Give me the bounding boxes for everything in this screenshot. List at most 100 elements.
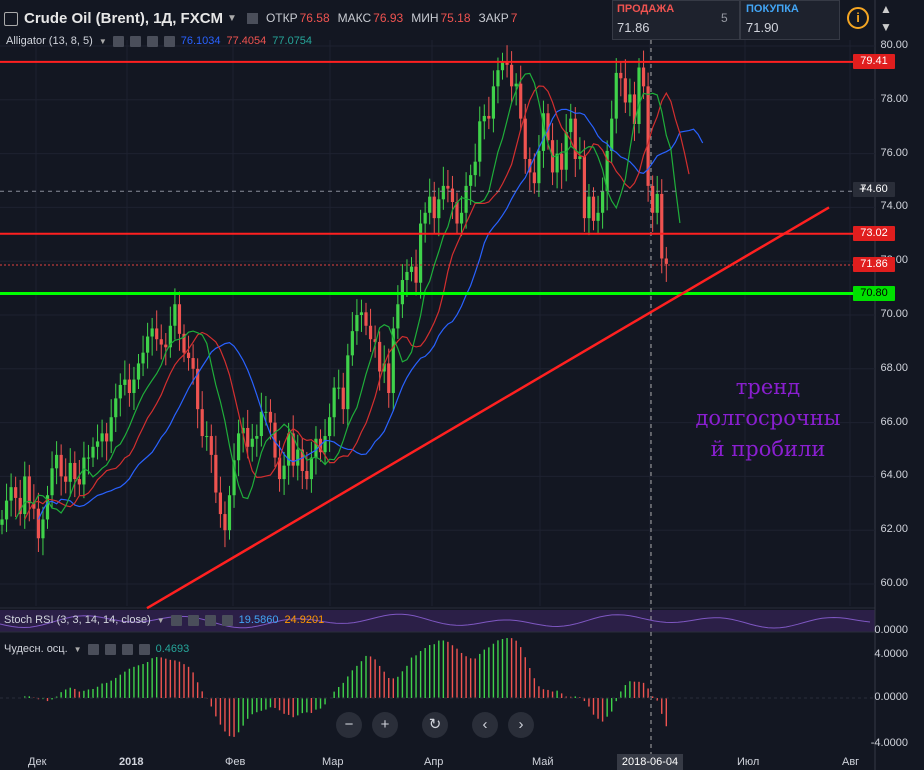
- candle-body: [300, 449, 304, 472]
- candle-body: [419, 223, 423, 283]
- chevron-down-icon[interactable]: ▼: [156, 615, 165, 625]
- chevron-down-icon[interactable]: ▼: [98, 36, 107, 46]
- candle-body: [296, 449, 300, 466]
- candle-body: [664, 258, 668, 264]
- candle-body: [537, 150, 541, 184]
- candle-body: [32, 503, 36, 509]
- candle-body: [546, 113, 550, 141]
- candle-body: [528, 158, 532, 173]
- settings-icon[interactable]: [246, 12, 258, 24]
- candle-body: [378, 341, 382, 372]
- scroll-down-icon[interactable]: ▼: [880, 20, 892, 34]
- candle-body: [150, 328, 154, 337]
- alligator-lips-line: [15, 72, 681, 520]
- candle-body: [382, 363, 386, 372]
- close-icon[interactable]: [146, 35, 158, 47]
- candle-body: [428, 196, 432, 213]
- x-tick-label: Авг: [842, 756, 860, 768]
- menu-icon[interactable]: [4, 12, 18, 26]
- gear-icon[interactable]: [187, 614, 199, 626]
- ao-axis-label: -4.0000: [870, 737, 908, 749]
- gear-icon[interactable]: [104, 643, 116, 655]
- spread-value: 5: [721, 11, 728, 25]
- scroll-up-icon[interactable]: ▲: [880, 2, 892, 16]
- eye-icon[interactable]: [112, 35, 124, 47]
- x-tick-label: 2018: [119, 756, 144, 768]
- ohlc-open-value: 76.58: [299, 11, 330, 25]
- y-tick-label: 64.00: [880, 469, 908, 482]
- candle-body: [205, 436, 209, 438]
- zoom-out-button[interactable]: −: [336, 712, 362, 738]
- candle-body: [4, 500, 9, 520]
- candle-body: [127, 379, 131, 394]
- candle-body: [291, 433, 295, 466]
- candle-body: [350, 331, 354, 356]
- candle-body: [569, 118, 573, 133]
- candle-body: [487, 115, 491, 119]
- more-icon[interactable]: [163, 35, 175, 47]
- candle-body: [414, 266, 418, 283]
- y-tick-label: 74.00: [880, 200, 908, 213]
- candle-body: [182, 333, 186, 353]
- candle-body: [541, 113, 546, 151]
- candle-body: [168, 325, 172, 348]
- candle-body: [355, 315, 359, 332]
- ohlc-close-label: ЗАКР: [478, 11, 509, 25]
- stoch-axis-label: 0.0000: [874, 624, 908, 636]
- ao-label[interactable]: Чудесн. осц.: [4, 643, 68, 655]
- candle-body: [623, 78, 627, 103]
- scroll-right-button[interactable]: ›: [508, 712, 534, 738]
- candle-body: [136, 363, 141, 380]
- stoch-rsi-pane: [0, 610, 875, 632]
- candle-body: [209, 436, 213, 455]
- ohlc-close-value: 7: [510, 11, 518, 25]
- more-icon[interactable]: [138, 643, 150, 655]
- annotation-line: й пробили: [710, 437, 826, 461]
- eye-icon[interactable]: [87, 643, 99, 655]
- sell-panel[interactable]: ПРОДАЖА 71.86 5: [612, 0, 740, 40]
- candle-body: [232, 460, 236, 496]
- more-icon[interactable]: [221, 614, 233, 626]
- eye-icon[interactable]: [170, 614, 182, 626]
- ao-axis-label: 4.0000: [874, 648, 908, 660]
- candle-body: [437, 199, 441, 219]
- chevron-down-icon[interactable]: ▼: [73, 644, 82, 654]
- close-icon[interactable]: [121, 643, 133, 655]
- candle-body: [309, 457, 313, 480]
- candle-body: [514, 83, 518, 87]
- scroll-left-button[interactable]: ‹: [472, 712, 498, 738]
- candle-body: [73, 462, 77, 480]
- candle-body: [605, 150, 609, 192]
- candle-body: [277, 457, 282, 480]
- info-icon[interactable]: i: [847, 7, 869, 29]
- chevron-down-icon[interactable]: ▼: [227, 12, 237, 24]
- candle-body: [45, 495, 50, 520]
- x-tick-label: Май: [532, 756, 554, 768]
- candle-body: [50, 468, 54, 496]
- gear-icon[interactable]: [129, 35, 141, 47]
- reset-button[interactable]: ↻: [422, 712, 448, 738]
- candle-body: [323, 436, 327, 453]
- candle-body: [77, 479, 81, 485]
- alligator-jaw-line: [37, 108, 704, 520]
- candle-body: [341, 387, 345, 410]
- close-icon[interactable]: [204, 614, 216, 626]
- candle-body: [9, 487, 13, 501]
- candle-body: [86, 457, 91, 459]
- stoch-rsi-label[interactable]: Stoch RSI (3, 3, 14, 14, close): [4, 614, 151, 626]
- candle-body: [450, 188, 455, 203]
- ao-axis-label: 0.0000: [874, 691, 908, 703]
- zoom-in-button[interactable]: +: [372, 712, 398, 738]
- candle-body: [155, 328, 159, 340]
- alligator-legend: Alligator (13, 8, 5) ▼ 76.1034 77.4054 7…: [6, 35, 312, 47]
- y-tick-label: 68.00: [880, 361, 908, 374]
- ao-legend: Чудесн. осц. ▼ 0.4693: [4, 643, 189, 655]
- x-tick-label: Июл: [737, 756, 760, 768]
- candle-body: [282, 465, 286, 480]
- alligator-label[interactable]: Alligator (13, 8, 5): [6, 35, 93, 47]
- symbol-title[interactable]: Crude Oil (Brent), 1Д, FXCM: [24, 9, 224, 27]
- plus-icon[interactable]: +: [859, 181, 867, 196]
- buy-panel[interactable]: ПОКУПКА 71.90: [740, 0, 840, 40]
- candle-body: [314, 438, 318, 458]
